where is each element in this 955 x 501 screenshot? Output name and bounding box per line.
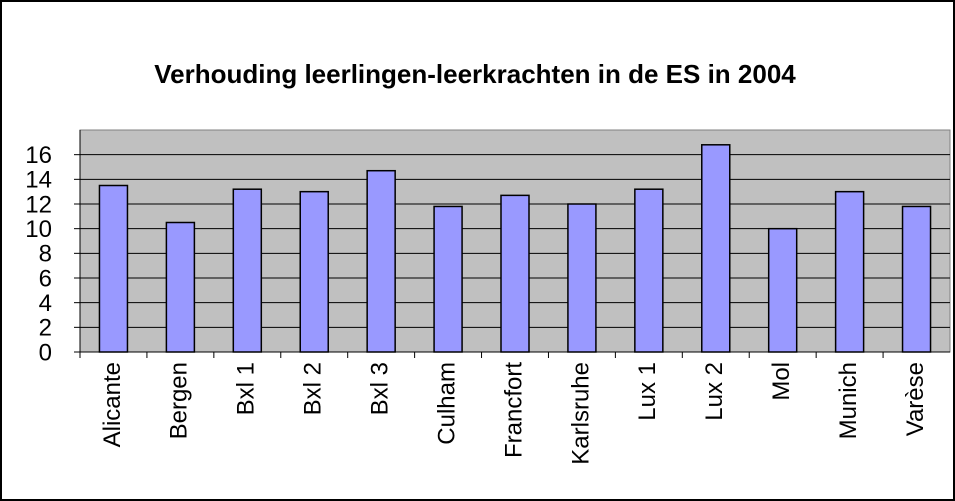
y-tick-label: 10 (25, 216, 52, 243)
x-tick-label: Munich (835, 362, 862, 439)
y-tick-label: 0 (39, 339, 52, 366)
x-tick-label: Karlsruhe (567, 362, 594, 465)
x-tick-label: Bergen (166, 362, 193, 439)
x-tick-label: Culham (433, 362, 460, 445)
y-tick-label: 16 (25, 142, 52, 169)
bar (767, 227, 798, 353)
x-tick-label: Bxl 3 (366, 362, 393, 415)
bar (232, 188, 263, 353)
x-tick-label: Alicante (99, 362, 126, 447)
x-tick-label: Bxl 2 (300, 362, 327, 415)
bar (567, 203, 597, 353)
bar (366, 169, 396, 353)
x-tick-label: Francfort (500, 362, 527, 458)
bar (901, 205, 932, 353)
bar (165, 221, 196, 353)
bar (701, 144, 731, 353)
bar (500, 194, 530, 353)
x-tick-label: Lux 2 (701, 362, 728, 421)
chart-title: Verhouding leerlingen-leerkrachten in de… (154, 59, 796, 89)
y-tick-label: 12 (25, 191, 52, 218)
y-tick-label: 2 (39, 315, 52, 342)
x-tick-label: Bxl 1 (233, 362, 260, 415)
x-tick-label: Varèse (902, 362, 929, 436)
y-tick-label: 14 (25, 167, 52, 194)
bar (98, 184, 129, 353)
x-tick-label: Lux 1 (634, 362, 661, 421)
bar (834, 190, 865, 353)
y-tick-label: 8 (39, 241, 52, 268)
y-tick-label: 6 (39, 265, 52, 292)
bar (634, 188, 664, 353)
x-tick-label: Mol (768, 362, 795, 401)
bar (299, 190, 329, 353)
bar (433, 205, 463, 353)
y-tick-label: 4 (39, 290, 52, 317)
